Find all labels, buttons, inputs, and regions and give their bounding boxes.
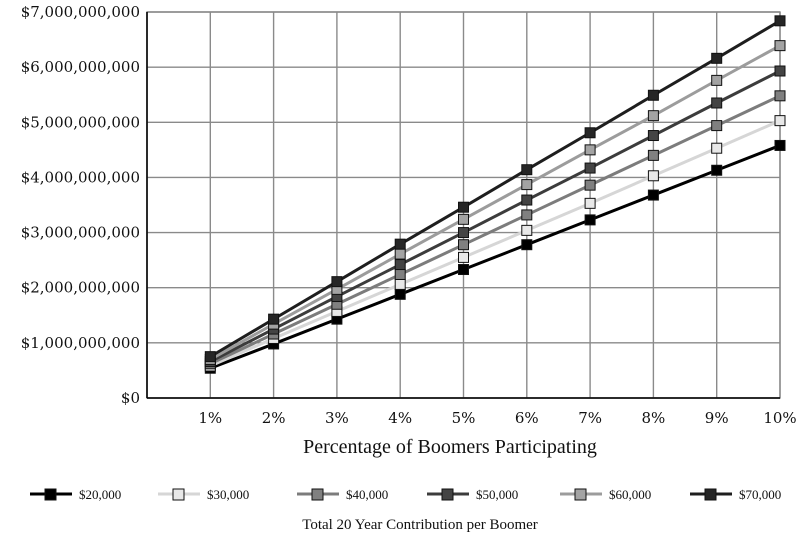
data-point [458,213,469,225]
legend-marker [172,488,185,501]
series-line [209,144,781,370]
x-tick-label: 7% [578,409,602,427]
data-point [647,149,659,161]
series-6 [204,15,786,363]
legend-label: $70,000 [739,487,781,502]
data-point [584,214,596,226]
legend-item: $60,000 [560,487,651,502]
data-point [774,15,786,27]
x-tick-label: 5% [452,409,476,427]
x-axis-label: Percentage of Boomers Participating [303,436,597,458]
y-tick-label: $3,000,000,000 [21,224,140,242]
data-point [774,115,786,127]
data-point [584,127,596,139]
series-line [209,44,781,361]
series-lines [204,15,786,374]
legend-marker [311,488,324,501]
data-point [394,259,406,271]
x-tick-label: 6% [515,409,539,427]
data-point [647,130,659,142]
data-point [647,189,659,201]
y-tick-label: $0 [121,389,140,407]
x-tick-label: 8% [642,409,666,427]
series-4 [204,65,786,368]
x-tick-label: 3% [325,409,349,427]
x-tick-label: 10% [763,409,796,427]
data-point [394,248,406,260]
data-point [584,162,596,174]
data-point [584,179,596,191]
series-line [209,119,781,368]
data-point [521,224,533,236]
legend: $20,000 $30,000 $40,000 $50,000 $60,000 $70,0… [30,487,781,502]
series-line [209,94,781,366]
data-point [711,142,723,154]
data-point [774,139,786,151]
legend-item: $20,000 [30,487,121,502]
y-tick-label: $1,000,000,000 [21,334,140,352]
y-tick-label: $7,000,000,000 [21,3,140,21]
legend-marker [44,488,57,501]
data-point [394,268,406,280]
data-point [584,197,596,209]
x-tick-label: 9% [705,409,729,427]
x-tick-label: 2% [262,409,286,427]
data-point [458,201,469,213]
data-point [711,52,723,64]
legend-marker [441,488,454,501]
data-point [521,194,533,206]
data-point [204,351,216,363]
data-point [458,251,469,263]
legend-label: $60,000 [609,487,651,502]
data-point [458,227,469,239]
legend-marker [574,488,587,501]
legend-label: $20,000 [79,487,121,502]
y-tick-label: $4,000,000,000 [21,168,140,186]
data-point [711,120,723,132]
data-point [647,110,659,122]
data-point [774,65,786,77]
y-tick-label: $6,000,000,000 [21,58,140,76]
data-point [458,239,469,251]
data-point [774,40,786,52]
data-point [647,89,659,101]
legend-item: $50,000 [427,487,518,502]
legend-item: $30,000 [158,487,249,502]
x-axis-ticks: 1% 2% 3% 4% 5% 6% 7% 8% 9% 10% [198,409,796,427]
series-line [209,19,781,358]
data-point [711,74,723,86]
data-point [711,164,723,176]
grid [146,11,781,399]
data-point [394,238,406,250]
y-tick-label: $2,000,000,000 [21,279,140,297]
legend-label: $30,000 [207,487,249,502]
legend-item: $40,000 [297,487,388,502]
data-point [521,164,533,176]
legend-marker [704,488,717,501]
data-point [647,170,659,182]
series-1 [204,139,786,374]
y-axis-ticks: $0 $1,000,000,000 $2,000,000,000 $3,000,000… [21,3,140,407]
data-point [774,90,786,102]
data-point [584,144,596,156]
legend-label: $50,000 [476,487,518,502]
legend-title: Total 20 Year Contribution per Boomer [302,517,538,533]
data-point [521,209,533,221]
legend-item: $70,000 [690,487,781,502]
legend-label: $40,000 [346,487,388,502]
data-point [521,179,533,191]
data-point [711,97,723,109]
x-tick-label: 1% [198,409,222,427]
data-point [521,239,533,251]
series-line [209,69,781,363]
data-point [458,264,469,276]
data-point [331,276,343,288]
x-tick-label: 4% [388,409,412,427]
y-tick-label: $5,000,000,000 [21,113,140,131]
data-point [268,313,280,325]
data-point [394,278,406,290]
data-point [394,288,406,300]
